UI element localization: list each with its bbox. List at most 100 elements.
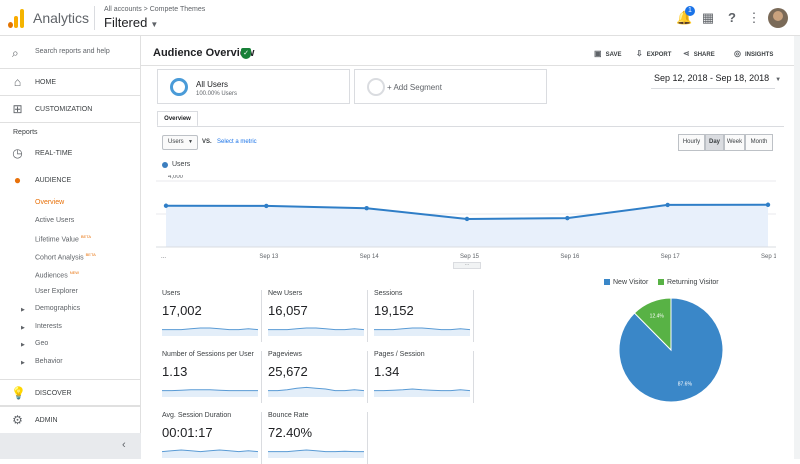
data-point [264,203,269,209]
granularity-week-button[interactable]: Week [724,134,745,151]
sidebar-item-audiences[interactable]: Audiences NEW [35,270,80,280]
view-selector[interactable]: Filtered ▼ [104,15,158,30]
reports-section-label: Reports [13,129,38,136]
sparkline-area [162,450,258,458]
sidebar-item-label: CUSTOMIZATION [35,106,93,113]
expand-arrow-icon[interactable]: ▶ [21,342,25,348]
kpi-value: 1.13 [162,364,188,379]
sparkline-area [268,450,364,458]
expand-arrow-icon[interactable]: ▶ [21,307,25,313]
sidebar-collapse-button[interactable]: ‹ [0,433,141,459]
sidebar-item-demographics[interactable]: Demographics [35,305,81,312]
search-input[interactable]: Search reports and help [35,48,110,55]
tab-overview[interactable]: Overview [157,111,198,127]
apps-grid-icon[interactable]: ▦ [701,10,715,25]
save-button[interactable]: ▣ SAVE [594,49,622,58]
sidebar-item-customization[interactable]: ⊞ CUSTOMIZATION [0,96,141,123]
divider [651,88,775,89]
kpi-value: 1.34 [374,364,400,379]
sidebar-item-overview[interactable]: Overview [35,199,65,206]
pie-slice-returning-visitor [633,297,672,352]
top-bar: Analytics All accounts > Compete Themes … [0,0,800,36]
segment-ring-icon [170,78,188,96]
more-vert-icon[interactable]: ⋮ [747,10,761,25]
sidebar-search[interactable]: ⌕ Search reports and help [0,36,141,69]
home-icon: ⌂ [13,75,22,89]
pie-slice-label: 12.4% [650,313,665,319]
segment-all-users[interactable]: All Users 100.00% Users [157,69,350,104]
kpi-label: Pages / Session [374,351,425,358]
kpi-new-users: New Users 16,057 [268,290,368,342]
segment-percentage: 100.00% Users [196,91,238,97]
divider [141,65,800,66]
caret-down-icon: ▼ [188,139,193,145]
kpi-sessions: Sessions 19,152 [374,290,474,342]
analytics-logo-icon[interactable] [8,8,26,28]
sidebar-item-discover[interactable]: 💡 DISCOVER [0,379,141,406]
sparkline-area [268,387,364,397]
date-range-label: Sep 12, 2018 - Sep 18, 2018 [654,73,770,83]
kpi-pages-per-session: Pages / Session 1.34 [374,351,474,403]
avatar[interactable] [768,8,788,28]
granularity-day-button[interactable]: Day [705,134,724,151]
sparkline-line [374,388,470,392]
save-icon: ▣ [594,49,602,58]
account-breadcrumb[interactable]: All accounts > Compete Themes [104,6,206,13]
chart-resize-handle[interactable]: ⋯ [453,262,481,269]
pie-slice-label: 87.6% [678,382,693,388]
granularity-month-button[interactable]: Month [745,134,773,151]
data-point [464,216,470,222]
kpi-pageviews: Pageviews 25,672 [268,351,368,403]
sidebar-item-active-users[interactable]: Active Users [35,217,75,224]
notifications-bell-icon[interactable]: 🔔 1 [676,6,695,26]
x-tick-label: Sep 14 [360,254,380,260]
scrollbar[interactable] [794,36,800,459]
kpi-sparkline [162,389,258,397]
sidebar: ⌕ Search reports and help ⌂ HOME ⊞ CUSTO… [0,36,141,459]
help-icon[interactable]: ? [728,10,736,25]
kpi-sparkline [374,388,470,397]
dashboard-plus-icon: ⊞ [12,102,23,116]
legend-swatch [604,279,610,285]
expand-arrow-icon[interactable]: ▶ [21,325,25,331]
date-range-picker[interactable]: Sep 12, 2018 - Sep 18, 2018 ▼ [654,73,781,83]
sidebar-item-interests[interactable]: Interests [35,323,62,330]
lightbulb-icon: 💡 [11,386,26,400]
share-button[interactable]: ⋖ SHARE [683,49,715,58]
data-point [665,202,670,208]
insights-button[interactable]: ◎ INSIGHTS [734,49,774,58]
kpi-label: New Users [268,290,303,297]
kpi-sparkline [268,327,364,336]
caret-down-icon: ▼ [150,20,159,29]
expand-arrow-icon[interactable]: ▶ [21,360,25,366]
x-tick-label: Sep 13 [259,254,279,260]
add-segment-button[interactable]: + Add Segment [354,69,547,104]
kpi-sparkline [162,449,258,458]
kpi-sparkline [268,449,364,458]
select-metric-link[interactable]: Select a metric [217,139,257,145]
sidebar-item-label: DISCOVER [35,390,72,397]
sparkline-line [162,327,258,331]
sidebar-item-lifetime-value[interactable]: Lifetime Value BETA [35,234,91,244]
sparkline-area [162,389,258,397]
granularity-hourly-button[interactable]: Hourly [678,134,705,151]
y-tick-label: 4,000 [168,175,184,180]
sidebar-item-admin[interactable]: ⚙ ADMIN [0,406,141,433]
export-button[interactable]: ⇩ EXPORT [636,49,672,58]
page-title: Audience Overview [153,47,255,59]
sidebar-item-user-explorer[interactable]: User Explorer [35,288,78,295]
kpi-label: Sessions [374,290,403,297]
sidebar-item-realtime[interactable]: ◷ REAL-TIME [0,140,141,167]
kpi-sparkline [268,386,364,397]
series-area [166,204,768,247]
sidebar-item-home[interactable]: ⌂ HOME [0,69,141,96]
sidebar-item-geo[interactable]: Geo [35,340,49,347]
legend-label: Users [172,161,191,168]
kpi-value: 00:01:17 [162,425,213,440]
sidebar-item-cohort-analysis[interactable]: Cohort Analysis BETA [35,252,96,262]
metric-select[interactable]: Users ▼ [162,135,198,150]
sidebar-item-audience[interactable]: ● AUDIENCE [0,167,141,194]
gear-icon: ⚙ [12,413,23,427]
sidebar-item-behavior[interactable]: Behavior [35,358,63,365]
